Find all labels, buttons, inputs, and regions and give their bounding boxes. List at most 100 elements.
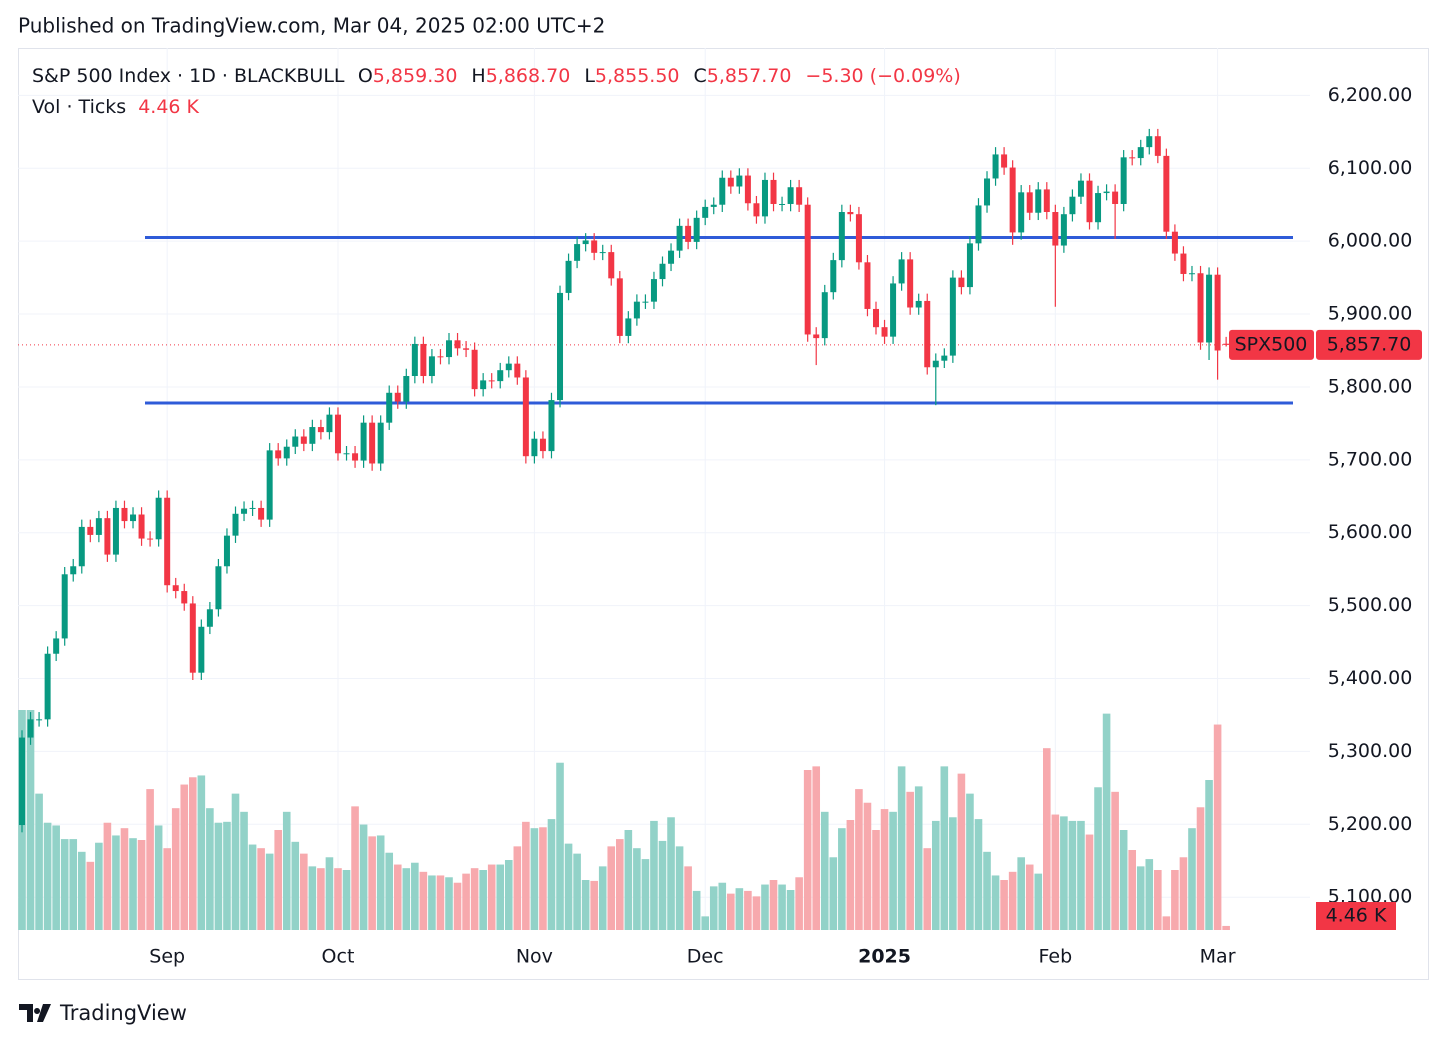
- candle-body: [181, 591, 188, 604]
- candle-body: [685, 225, 692, 242]
- volume-bar: [701, 916, 709, 930]
- volume-bar: [735, 888, 744, 930]
- candle-body: [873, 308, 879, 328]
- candle-body: [1009, 167, 1016, 233]
- candle-body: [719, 177, 726, 205]
- volume-bar: [393, 864, 402, 930]
- candle-body: [915, 300, 922, 308]
- volume-bar: [308, 866, 317, 930]
- x-tick-label: Sep: [149, 946, 185, 968]
- x-tick-label: Feb: [1039, 946, 1073, 968]
- candle-body: [215, 566, 222, 610]
- candle-body: [95, 518, 102, 535]
- ohlc-prefix: H: [471, 65, 485, 87]
- ohlc-prefix: C: [694, 65, 707, 87]
- volume-bar: [991, 875, 1000, 930]
- candle-body: [907, 259, 914, 308]
- candle-body: [130, 514, 137, 522]
- price-tag: 5,857.70: [1327, 333, 1412, 355]
- volume-bar: [385, 852, 394, 930]
- volume-bar: [300, 853, 308, 930]
- candle-body: [539, 438, 546, 452]
- volume-bar: [803, 770, 812, 930]
- candle-body: [360, 422, 367, 461]
- volume-title: Vol · Ticks: [32, 96, 126, 118]
- volume-bar: [1179, 857, 1188, 930]
- candle-body: [966, 243, 973, 288]
- volume-bar: [95, 842, 103, 930]
- candle-body: [53, 638, 60, 654]
- y-tick-label: 5,600.00: [1328, 521, 1413, 543]
- volume-legend: Vol · Ticks 4.46 K: [32, 96, 200, 118]
- candle-body: [206, 609, 213, 627]
- candle-body: [112, 507, 119, 555]
- volume-bar: [786, 890, 795, 930]
- volume-bar: [1051, 814, 1060, 930]
- candle-body: [138, 514, 145, 539]
- candle-body: [847, 212, 854, 215]
- volume-bar: [1136, 866, 1145, 930]
- candle-body: [1214, 274, 1221, 351]
- ohlc-prefix: O: [358, 65, 373, 87]
- candle-body: [1223, 343, 1230, 345]
- volume-bar: [504, 860, 513, 930]
- candle-body: [283, 446, 290, 459]
- volume-bar: [761, 884, 769, 930]
- volume-bar: [43, 822, 52, 930]
- candle-body: [275, 450, 282, 459]
- candle-body: [309, 427, 316, 444]
- candle-body: [61, 574, 68, 639]
- volume-bar: [60, 839, 69, 930]
- candle-body: [1163, 155, 1170, 232]
- candle-body: [446, 340, 452, 358]
- candle-body: [258, 507, 265, 520]
- volume-bar: [1043, 748, 1051, 930]
- volume-bar: [257, 848, 265, 930]
- volume-bar: [838, 828, 846, 930]
- volume-bar: [146, 789, 154, 930]
- candle-body: [1171, 231, 1178, 254]
- drawings: [18, 236, 1310, 405]
- volume-bar: [86, 861, 95, 930]
- y-tick-label: 5,300.00: [1328, 740, 1413, 762]
- candle-body: [924, 300, 931, 368]
- volume-bar: [26, 710, 35, 930]
- candle-body: [1077, 180, 1084, 197]
- volume-bar: [1111, 791, 1119, 930]
- candle-body: [497, 370, 504, 382]
- volume-bar: [957, 773, 966, 930]
- volume-bar: [376, 835, 385, 930]
- volume-bar: [684, 866, 692, 930]
- volume-bar: [419, 871, 428, 930]
- volume-bar: [197, 775, 206, 930]
- candle-body: [608, 252, 615, 279]
- candle-body: [1060, 214, 1067, 246]
- volume-bar: [795, 877, 803, 930]
- candle-body: [796, 187, 803, 205]
- volume-bar: [718, 882, 727, 930]
- candle-body: [394, 392, 401, 402]
- volume-bar: [966, 793, 974, 930]
- candle-body: [223, 535, 230, 567]
- candle-body: [1018, 192, 1025, 233]
- candles: [19, 128, 1230, 833]
- volume-bar: [949, 817, 957, 930]
- candle-body: [189, 603, 196, 673]
- volume-bar: [581, 880, 590, 930]
- candle-body: [949, 277, 956, 356]
- volume-bar: [462, 873, 470, 930]
- candle-body: [471, 349, 478, 390]
- candle-body: [574, 244, 581, 261]
- candle-body: [1188, 273, 1195, 275]
- volume-bar: [829, 857, 838, 930]
- volume-bar: [880, 809, 889, 930]
- candle-body: [761, 179, 768, 217]
- volume-bar: [206, 808, 214, 930]
- volume-bar: [667, 817, 675, 930]
- volume-bar: [692, 890, 701, 930]
- volume-value: 4.46 K: [138, 96, 199, 118]
- volume-bar: [35, 793, 43, 930]
- candle-body: [266, 450, 273, 520]
- candle-body: [753, 203, 760, 217]
- y-tick-label: 6,100.00: [1328, 157, 1413, 179]
